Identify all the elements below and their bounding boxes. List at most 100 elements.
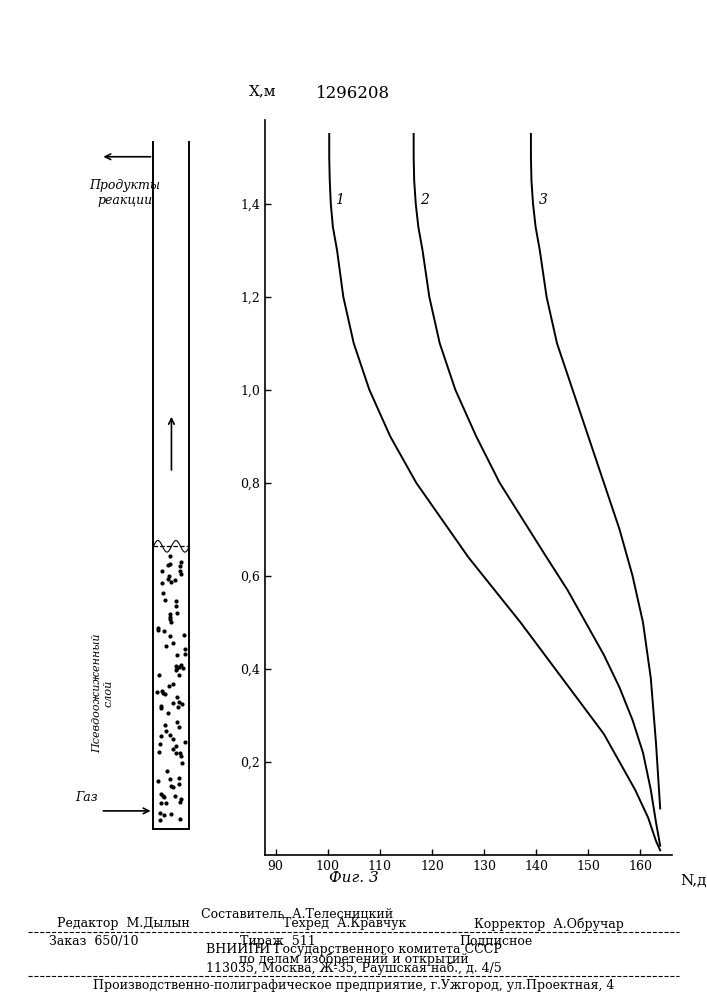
Point xyxy=(164,628,175,644)
Point xyxy=(170,788,181,804)
Point xyxy=(165,778,177,794)
Point xyxy=(160,592,171,608)
Point xyxy=(165,574,176,590)
Point xyxy=(171,647,182,663)
Point xyxy=(172,689,183,705)
Point xyxy=(156,795,167,811)
Point xyxy=(158,789,169,805)
Point xyxy=(173,719,185,735)
Point xyxy=(158,807,170,823)
Point xyxy=(173,659,184,675)
Text: по делам изобретений и открытий: по делам изобретений и открытий xyxy=(239,952,468,966)
Point xyxy=(175,566,187,582)
Point xyxy=(175,791,187,807)
Text: 1296208: 1296208 xyxy=(317,86,390,103)
Point xyxy=(174,558,185,574)
Point xyxy=(160,686,171,702)
Text: ВНИИПИ Государственного комитета СССР: ВНИИПИ Государственного комитета СССР xyxy=(206,944,501,956)
Point xyxy=(175,748,186,764)
Point xyxy=(172,660,183,676)
Point xyxy=(175,811,186,827)
Text: Газ: Газ xyxy=(76,791,98,804)
Point xyxy=(162,571,173,587)
Point xyxy=(174,794,185,810)
Text: Редактор  М.Дылын: Редактор М.Дылын xyxy=(57,918,189,930)
Text: Продукты
реакции: Продукты реакции xyxy=(89,179,160,207)
Text: Составитель  А.Телесницкий: Составитель А.Телесницкий xyxy=(201,908,393,922)
Point xyxy=(176,755,187,771)
Text: Псевдоожиженный
слой: Псевдоожиженный слой xyxy=(92,634,114,753)
Point xyxy=(165,548,176,564)
Text: 113035, Москва, Ж-35, Раушская наб., д. 4/5: 113035, Москва, Ж-35, Раушская наб., д. … xyxy=(206,961,501,975)
Text: 1: 1 xyxy=(336,193,344,207)
Point xyxy=(157,685,168,701)
Point xyxy=(180,734,191,750)
Point xyxy=(151,684,163,700)
Point xyxy=(173,699,184,715)
Point xyxy=(160,723,172,739)
Point xyxy=(168,731,179,747)
Point xyxy=(165,611,176,627)
Point xyxy=(168,635,179,651)
Point xyxy=(154,805,165,821)
Point xyxy=(170,598,182,614)
Point xyxy=(152,773,163,789)
Point xyxy=(165,727,176,743)
Point xyxy=(160,795,172,811)
Point xyxy=(156,575,168,591)
Point xyxy=(170,745,181,761)
Point xyxy=(156,700,167,716)
Text: Заказ  650/10: Заказ 650/10 xyxy=(49,934,139,948)
Point xyxy=(153,667,164,683)
Point xyxy=(170,572,181,588)
Point xyxy=(162,763,173,779)
Point xyxy=(155,786,166,802)
Point xyxy=(164,609,175,625)
Point xyxy=(157,683,168,699)
Point xyxy=(168,695,179,711)
Point xyxy=(170,593,182,609)
Point xyxy=(176,696,187,712)
Point xyxy=(175,657,187,673)
Point xyxy=(156,698,167,714)
Text: Техред  А.Кравчук: Техред А.Кравчук xyxy=(283,918,407,930)
Point xyxy=(153,622,164,638)
Point xyxy=(166,614,177,630)
Point xyxy=(158,623,169,639)
Point xyxy=(164,606,175,622)
Point xyxy=(168,676,179,692)
Point xyxy=(172,714,183,730)
Point xyxy=(152,620,163,636)
Point xyxy=(155,812,166,828)
Text: Корректор  А.Обручар: Корректор А.Обручар xyxy=(474,917,624,931)
Point xyxy=(163,678,175,694)
Text: Фиг. 3: Фиг. 3 xyxy=(329,871,378,885)
Text: Тираж  511: Тираж 511 xyxy=(240,934,316,948)
Point xyxy=(158,788,169,804)
Point xyxy=(174,770,185,786)
Text: Производственно-полиграфическое предприятие, г.Ужгород, ул.Проектная, 4: Производственно-полиграфическое предприя… xyxy=(93,978,614,992)
Point xyxy=(174,563,185,579)
Text: N,дб: N,дб xyxy=(680,873,707,888)
Point xyxy=(163,557,174,573)
Point xyxy=(155,728,166,744)
Text: Подписное: Подписное xyxy=(460,934,533,948)
Point xyxy=(164,556,175,572)
Point xyxy=(170,738,182,754)
Text: X,м: X,м xyxy=(249,84,276,98)
Point xyxy=(173,667,185,683)
Text: 3: 3 xyxy=(539,193,548,207)
Point xyxy=(180,641,191,657)
Point xyxy=(168,779,179,795)
Point xyxy=(168,741,179,757)
Point xyxy=(175,554,187,570)
Point xyxy=(171,605,182,621)
Point xyxy=(154,736,165,752)
Point xyxy=(170,658,182,674)
Point xyxy=(160,638,172,654)
Point xyxy=(180,646,191,662)
Point xyxy=(174,745,185,761)
Point xyxy=(163,568,175,584)
Point xyxy=(170,662,182,678)
Point xyxy=(174,776,185,792)
